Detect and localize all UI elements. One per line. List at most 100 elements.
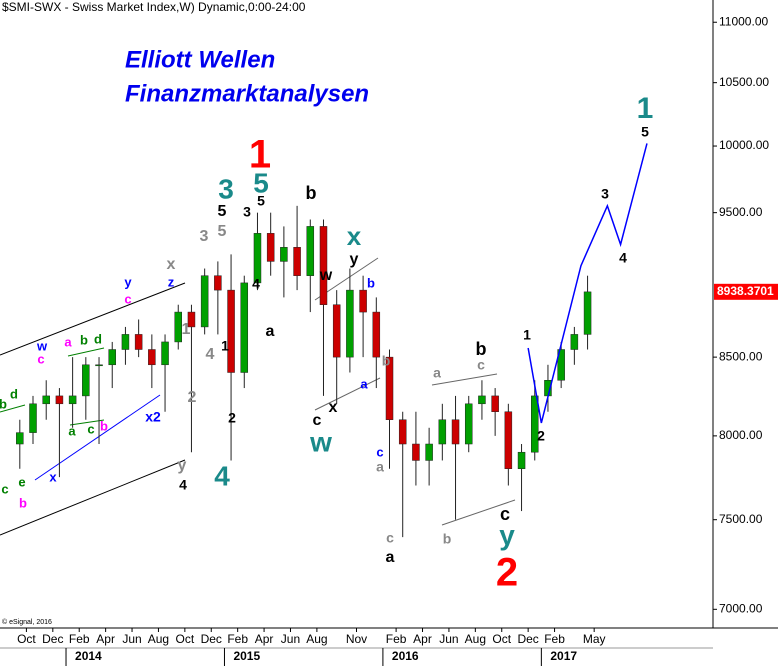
- watermark: Finanzmarktanalysen: [125, 80, 369, 107]
- candle-body: [148, 349, 156, 366]
- y-tick-label: 9500.00: [719, 205, 763, 219]
- candle-body: [227, 289, 235, 373]
- candle-body: [517, 451, 526, 470]
- wave-label: 3: [200, 228, 209, 245]
- wave-label: b: [443, 531, 452, 547]
- candle-body: [134, 334, 143, 350]
- wave-label: c: [1, 481, 8, 496]
- wave-label: y: [124, 274, 132, 289]
- wave-label: 5: [253, 167, 269, 198]
- candle-body: [266, 233, 275, 262]
- x-tick-label: Aug: [465, 632, 486, 646]
- trend-line: [431, 373, 498, 386]
- wave-label: 4: [252, 276, 260, 292]
- wave-label: y: [178, 457, 187, 474]
- wave-label: a: [266, 323, 275, 340]
- wave-label: e: [18, 474, 25, 489]
- candle-body: [280, 247, 288, 262]
- candle-body: [187, 311, 196, 328]
- trend-lines: [0, 257, 516, 536]
- year-label: 2017: [550, 649, 577, 663]
- x-tick-label: Jun: [122, 632, 141, 646]
- x-tick-label: Jun: [281, 632, 300, 646]
- wave-label: b: [80, 332, 88, 347]
- wave-label: z: [168, 274, 175, 289]
- watermark: Elliott Wellen: [125, 46, 275, 73]
- wave-label: w: [309, 426, 332, 457]
- year-label: 2014: [75, 649, 102, 663]
- x-tick-label: Nov: [346, 632, 367, 646]
- wave-label: d: [10, 386, 18, 401]
- last-price-label: 8938.3701: [717, 284, 774, 298]
- wave-label: a: [360, 376, 368, 391]
- wave-label: x: [347, 221, 362, 251]
- wave-label: 1: [637, 92, 654, 125]
- wave-label: a: [386, 549, 395, 566]
- wave-label: c: [477, 357, 485, 373]
- y-tick-label: 8000.00: [719, 428, 763, 442]
- candle-body: [346, 289, 354, 358]
- candle-body: [412, 443, 420, 461]
- candle-body: [319, 226, 328, 305]
- wave-label: a: [376, 459, 384, 475]
- candle-body: [398, 419, 407, 445]
- x-tick-label: Apr: [413, 632, 432, 646]
- wave-label: 3: [218, 173, 234, 204]
- candle-body: [174, 311, 182, 343]
- candle-body: [240, 282, 249, 373]
- x-tick-label: Apr: [96, 632, 115, 646]
- wave-label: c: [313, 412, 322, 429]
- candle-body: [253, 233, 262, 284]
- trend-line: [34, 394, 161, 481]
- candle-body: [557, 349, 565, 381]
- wave-label: 5: [218, 203, 227, 220]
- wave-label: y: [350, 251, 359, 268]
- trend-line: [67, 347, 105, 357]
- x-tick-label: May: [583, 632, 606, 646]
- x-tick-label: Aug: [148, 632, 169, 646]
- candle-body: [16, 432, 24, 445]
- x-tick-label: Feb: [544, 632, 565, 646]
- x-tick-label: Dec: [201, 632, 222, 646]
- wave-label: y: [499, 519, 515, 550]
- wave-label: 3: [243, 204, 251, 220]
- x-tick-label: Apr: [255, 632, 274, 646]
- wave-label: 1: [249, 133, 271, 177]
- year-label: 2016: [392, 649, 419, 663]
- y-tick-label: 11000.00: [719, 14, 768, 28]
- x-tick-label: Oct: [176, 632, 195, 646]
- candle-body: [293, 247, 301, 276]
- trend-line: [0, 282, 186, 356]
- wave-label: b: [19, 495, 27, 510]
- wave-label: b: [0, 396, 7, 411]
- y-tick-label: 7500.00: [719, 512, 763, 526]
- wave-label: 2: [228, 410, 236, 426]
- wave-label: d: [94, 331, 102, 346]
- x-tick-label: Oct: [492, 632, 511, 646]
- wave-label: 3: [601, 186, 609, 202]
- candle-body: [332, 304, 341, 358]
- candle-body: [372, 311, 381, 358]
- wave-label: x: [329, 399, 338, 416]
- copyright: © eSignal, 2016: [2, 618, 52, 626]
- wave-label: a: [64, 334, 72, 349]
- wave-label: 2: [496, 551, 518, 595]
- wave-label: a: [433, 365, 441, 381]
- candle-body: [95, 364, 103, 367]
- trend-line: [0, 459, 186, 536]
- x-tick-label: Dec: [517, 632, 538, 646]
- candle-body: [451, 419, 460, 445]
- wave-label: 4: [206, 346, 215, 363]
- x-tick-label: Dec: [42, 632, 63, 646]
- candle-body: [82, 364, 90, 397]
- candle-body: [438, 419, 447, 445]
- candle-body: [55, 395, 64, 405]
- projection-line: [527, 143, 648, 424]
- wave-label: 1: [182, 321, 191, 338]
- last-price-box: [714, 283, 778, 300]
- wave-label: 5: [641, 124, 649, 140]
- trend-line: [441, 499, 516, 526]
- candle-body: [214, 275, 222, 291]
- candle-body: [583, 291, 592, 335]
